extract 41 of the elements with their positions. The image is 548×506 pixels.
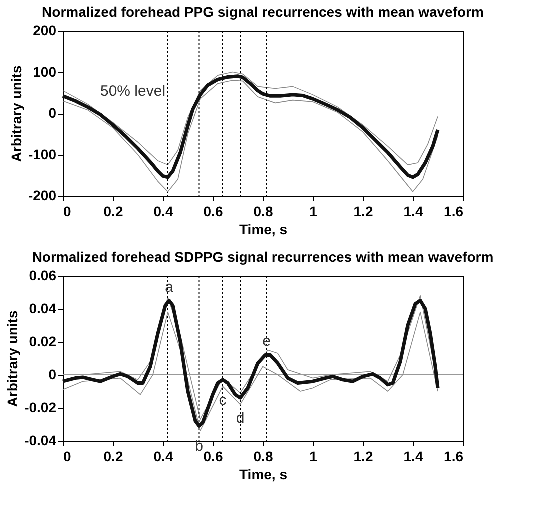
annotation: e — [262, 333, 271, 350]
x-tick-label: 0.2 — [104, 448, 124, 464]
x-tick-label: 0 — [64, 448, 72, 464]
x-tick-label: 0.8 — [254, 204, 274, 220]
x-tick-label: 1.2 — [354, 204, 374, 220]
y-tick-label: 100 — [33, 64, 57, 80]
x-tick-label: 0.8 — [254, 448, 274, 464]
chart-title: Normalized forehead SDPPG signal recurrences with mean waveform — [32, 249, 494, 265]
y-tick-label: 200 — [33, 22, 57, 38]
y-tick-label: -100 — [28, 146, 57, 162]
x-tick-label: 0.6 — [204, 204, 224, 220]
x-tick-label: 0.4 — [154, 448, 174, 464]
x-tick-label: 0.2 — [104, 204, 124, 220]
y-tick-label: 0 — [48, 366, 57, 382]
x-tick-label: 1.6 — [444, 204, 464, 220]
x-tick-label: 0 — [64, 204, 72, 220]
annotation: d — [236, 410, 245, 428]
x-axis-title: Time, s — [240, 466, 288, 482]
annotation: a — [165, 278, 174, 296]
y-tick-label: 0 — [48, 105, 57, 121]
annotation: b — [195, 438, 204, 456]
x-tick-label: 1 — [310, 448, 318, 464]
x-tick-label: 1.6 — [444, 448, 464, 464]
x-tick-label: 1 — [310, 204, 318, 220]
x-tick-label: 0.4 — [154, 204, 174, 220]
annotation: 50% level — [100, 83, 166, 100]
chart-title: Normalized forehead PPG signal recurrences with mean waveform — [42, 4, 484, 20]
y-tick-label: 0.06 — [29, 268, 57, 284]
x-tick-label: 1.2 — [354, 448, 374, 464]
y-tick-label: -0.02 — [24, 400, 57, 416]
y-axis-title: Arbitrary units — [8, 66, 24, 162]
annotation: c — [219, 392, 228, 409]
y-tick-label: 0.04 — [29, 300, 57, 316]
x-axis-title: Time, s — [240, 222, 288, 238]
y-tick-label: -200 — [28, 188, 57, 204]
y-axis-title: Arbitrary units — [4, 310, 21, 408]
x-tick-label: 1.4 — [404, 204, 424, 220]
y-tick-label: -0.04 — [24, 432, 57, 448]
x-tick-label: 0.6 — [204, 448, 224, 464]
x-tick-label: 1.4 — [404, 448, 424, 464]
y-tick-label: 0.02 — [29, 334, 57, 350]
